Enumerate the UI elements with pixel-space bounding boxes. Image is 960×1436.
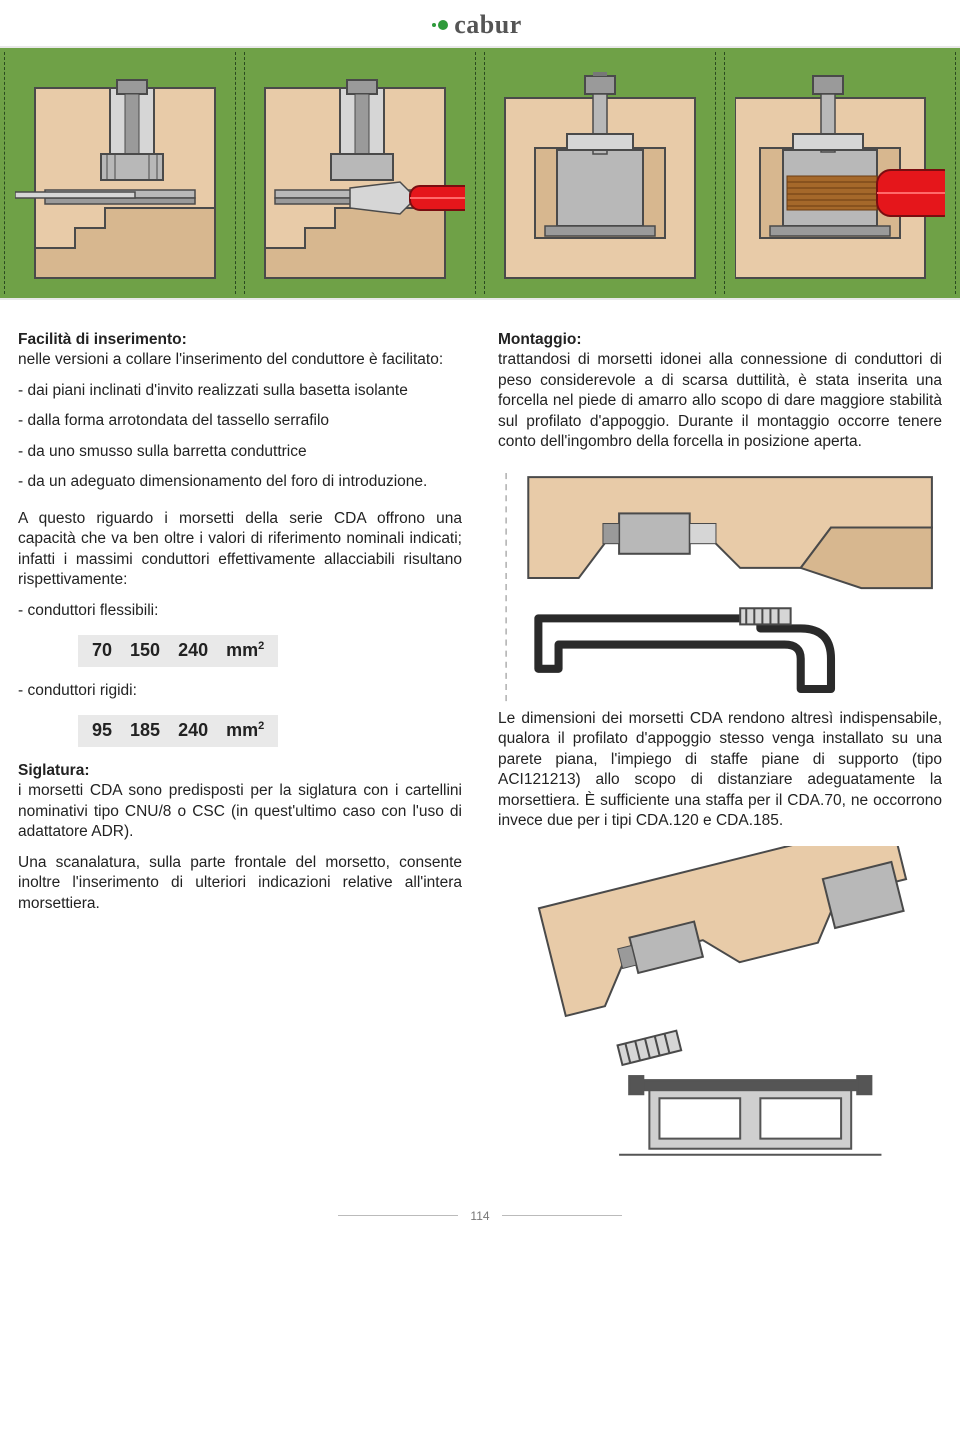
flex-values-row: 70 150 240 mm2 — [78, 635, 278, 667]
rigid-val-1: 185 — [130, 719, 160, 743]
brand-header: cabur — [0, 0, 960, 46]
hero-panel-1 — [0, 58, 240, 288]
rigid-unit: mm2 — [226, 719, 264, 743]
flex-val-2: 240 — [178, 639, 208, 663]
left-column: Facilità di inserimento: nelle versioni … — [18, 330, 462, 1169]
figure-rail-clip — [498, 467, 942, 709]
body-columns: Facilità di inserimento: nelle versioni … — [0, 300, 960, 1169]
right-p1: trattandosi di morsetti idonei alla conn… — [498, 351, 942, 450]
left-flex-label: - conduttori flessibili: — [18, 601, 462, 621]
left-bullet-4: - da un adeguato dimensionamento del for… — [18, 472, 462, 492]
brand-logo-text: cabur — [454, 10, 522, 40]
left-p3: i morsetti CDA sono predisposti per la s… — [18, 782, 462, 840]
left-p1: nelle versioni a collare l'inserimento d… — [18, 351, 443, 368]
brand-logo: cabur — [438, 10, 522, 40]
hero-illustration-row — [0, 46, 960, 300]
left-p4: Una scanalatura, sulla parte frontale de… — [18, 853, 462, 914]
figure-mounting-bracket — [498, 846, 942, 1169]
footer-rule-right — [502, 1215, 622, 1216]
page-number: 114 — [470, 1209, 489, 1223]
left-bullet-3: - da uno smusso sulla barretta conduttri… — [18, 442, 462, 462]
left-heading-1: Facilità di inserimento: — [18, 331, 187, 348]
left-bullet-1: - dai piani inclinati d'invito realizzat… — [18, 381, 462, 401]
hero-panel-2 — [240, 58, 480, 288]
left-rigid-label: - conduttori rigidi: — [18, 681, 462, 701]
brand-logo-mark — [438, 20, 448, 30]
flex-val-0: 70 — [92, 639, 112, 663]
hero-panel-4 — [720, 58, 960, 288]
rigid-val-2: 240 — [178, 719, 208, 743]
page-footer: 114 — [0, 1209, 960, 1243]
right-column: Montaggio: trattandosi di morsetti idone… — [498, 330, 942, 1169]
left-p2: A questo riguardo i morsetti della serie… — [18, 509, 462, 591]
left-bullet-2: - dalla forma arrotondata del tassello s… — [18, 411, 462, 431]
rigid-values-row: 95 185 240 mm2 — [78, 715, 278, 747]
flex-unit: mm2 — [226, 639, 264, 663]
rigid-val-0: 95 — [92, 719, 112, 743]
right-heading-1: Montaggio: — [498, 331, 582, 348]
footer-rule-left — [338, 1215, 458, 1216]
right-p2: Le dimensioni dei morsetti CDA rendono a… — [498, 709, 942, 832]
left-heading-2: Siglatura: — [18, 762, 89, 779]
flex-val-1: 150 — [130, 639, 160, 663]
hero-panel-3 — [480, 58, 720, 288]
